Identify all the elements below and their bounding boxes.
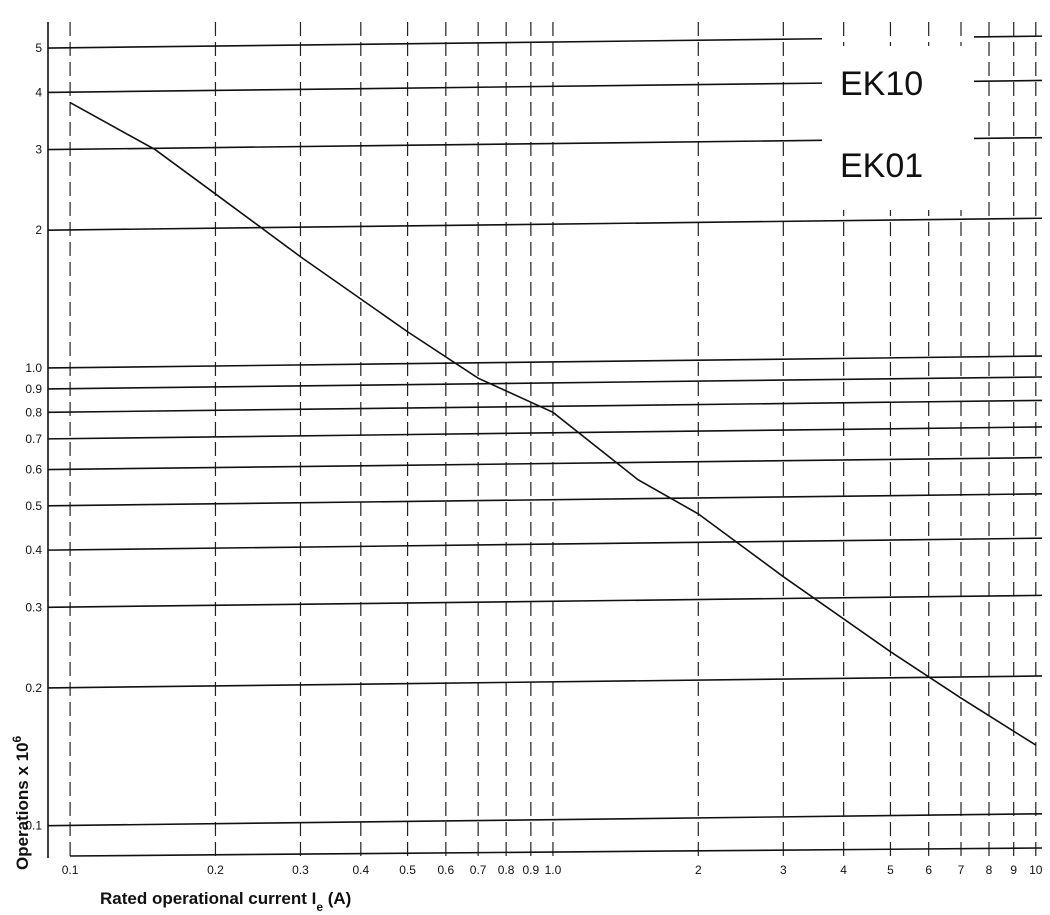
x-tick-label-10: 2 [695,863,702,877]
x-axis-label-unit: (A) [323,889,351,908]
y-gridline-12-right [973,79,1043,83]
x-tick-label-3: 0.4 [352,863,369,877]
y-gridline-11 [47,139,823,151]
y-tick-label-9: 1.0 [25,361,42,375]
x-axis-line [69,847,1043,857]
y-tick-label-6: 0.7 [25,432,42,446]
y-tick-label-4: 0.5 [25,499,42,513]
y-gridline-2 [47,594,1043,609]
legend: EK10 EK01 [822,46,974,210]
y-gridline-9 [47,355,1043,369]
x-axis-label: Rated operational current Ie (A) [100,889,351,914]
x-tick-label-15: 7 [958,863,965,877]
x-tick-label-14: 6 [925,863,932,877]
y-tick-label-0: 0.1 [25,819,42,833]
y-tick-label-8: 0.9 [25,382,42,396]
y-gridline-0 [47,812,1043,827]
y-tick-label-11: 3 [35,143,42,157]
y-axis-label-superscript: 6 [10,735,24,742]
y-gridline-4 [47,493,1043,507]
x-tick-label-2: 0.3 [292,863,309,877]
x-tick-label-17: 9 [1010,863,1017,877]
legend-background [822,46,974,210]
y-gridline-5 [47,456,1043,471]
y-tick-label-7: 0.8 [25,405,42,419]
x-tick-label-7: 0.8 [498,863,515,877]
y-gridline-12 [47,82,823,94]
x-axis-label-main: Rated operational current I [100,889,316,908]
x-tick-label-18: 10 [1029,863,1043,877]
y-gridline-10 [47,217,1043,231]
x-axis-label-subscript: e [316,900,323,914]
x-tick-label-5: 0.6 [437,863,454,877]
x-tick-label-8: 0.9 [523,863,540,877]
y-gridline-7 [47,399,1043,414]
x-tick-label-13: 5 [887,863,894,877]
y-tick-label-10: 2 [35,223,42,237]
horizontal-gridlines [47,22,1043,858]
y-axis-label-main: Operations x 10 [13,742,32,870]
y-tick-label-1: 0.2 [25,681,42,695]
x-tick-label-6: 0.7 [470,863,487,877]
y-gridline-13-right [973,35,1043,38]
y-gridline-8 [47,376,1043,390]
y-tick-label-12: 4 [35,85,42,99]
legend-item-ek10: EK10 [840,65,923,103]
x-tick-label-12: 4 [840,863,847,877]
x-tick-labels: 0.1 0.2 0.3 0.4 0.5 0.6 0.7 0.8 0.9 1.0 2 3 4 5 6 7 8 9 10 [62,863,1043,877]
series-line-0 [69,101,1037,746]
y-axis-label: Operations x 106 [10,735,32,870]
y-gridline-13 [47,37,823,49]
x-tick-label-16: 8 [986,863,993,877]
y-tick-label-3: 0.4 [25,543,42,557]
y-gridline-11-right [973,136,1043,140]
x-tick-label-11: 3 [780,863,787,877]
y-tick-label-2: 0.3 [25,600,42,614]
y-tick-label-13: 5 [35,41,42,55]
x-tick-label-1: 0.2 [207,863,224,877]
y-gridline-6 [47,426,1043,440]
x-tick-label-9: 1.0 [545,863,562,877]
y-tick-labels: 0.1 0.2 0.3 0.4 0.5 0.6 0.7 0.8 0.9 1.0 2 3 4 5 [25,41,42,833]
y-tick-label-5: 0.6 [25,463,42,477]
x-tick-label-0: 0.1 [62,863,79,877]
y-gridline-3 [47,537,1043,551]
legend-item-ek01: EK01 [840,147,923,185]
x-tick-label-4: 0.5 [399,863,416,877]
y-gridline-1 [47,675,1043,689]
series-group [69,101,1037,746]
